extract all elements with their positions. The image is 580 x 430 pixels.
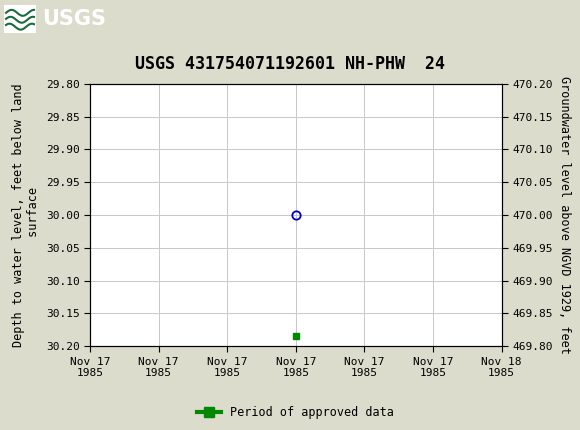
Bar <box>4 5 36 33</box>
Text: USGS 431754071192601 NH-PHW  24: USGS 431754071192601 NH-PHW 24 <box>135 55 445 73</box>
Legend: Period of approved data: Period of approved data <box>193 402 399 424</box>
Y-axis label: Depth to water level, feet below land
 surface: Depth to water level, feet below land su… <box>12 83 40 347</box>
Y-axis label: Groundwater level above NGVD 1929, feet: Groundwater level above NGVD 1929, feet <box>558 76 571 354</box>
Text: USGS: USGS <box>42 9 106 29</box>
